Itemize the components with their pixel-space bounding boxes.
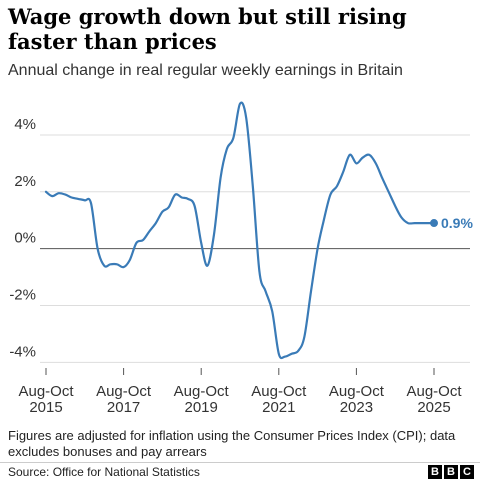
x-tick-label: Aug-Oct 2023	[329, 383, 385, 416]
y-tick-label: 0%	[14, 230, 36, 247]
bbc-logo: B B C	[428, 465, 474, 479]
footer-divider	[0, 462, 480, 463]
y-axis-tick-labels: 4% 2% 0% -2% -4%	[9, 116, 36, 360]
logo-letter: B	[444, 465, 458, 479]
x-tick-label: Aug-Oct 2025	[406, 383, 462, 416]
x-tick-label: Aug-Oct 2015	[18, 383, 74, 416]
y-tick-label: 4%	[14, 116, 36, 133]
y-tick-label: -2%	[9, 286, 36, 303]
y-tick-label: -4%	[9, 343, 36, 360]
chart-footnote: Figures are adjusted for inflation using…	[8, 428, 456, 459]
logo-letter: B	[428, 465, 442, 479]
source-credit: Source: Office for National Statistics	[8, 465, 200, 479]
x-tick-label: Aug-Oct 2021	[251, 383, 307, 416]
series-layer: 0.9%	[44, 101, 473, 360]
chart-subtitle: Annual change in real regular weekly ear…	[8, 62, 403, 79]
x-tick-label: Aug-Oct 2017	[96, 383, 152, 416]
y-tick-label: 2%	[14, 173, 36, 190]
gridlines	[40, 134, 470, 363]
logo-letter: C	[460, 465, 474, 479]
chart-title: Wage growth down but still rising faster…	[8, 4, 407, 54]
end-point-marker	[430, 219, 438, 228]
series-line	[44, 101, 436, 360]
x-axis-tick-labels: Aug-Oct 2015 Aug-Oct 2017 Aug-Oct 2019 Aug-Oct…	[18, 368, 462, 416]
x-tick-label: Aug-Oct 2019	[174, 383, 230, 416]
end-value-label: 0.9%	[441, 215, 473, 231]
